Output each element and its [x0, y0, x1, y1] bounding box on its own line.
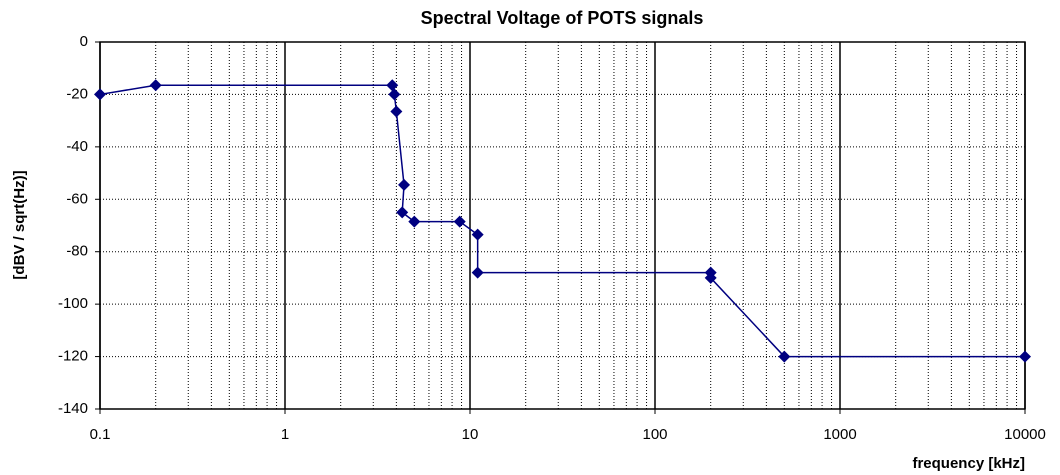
data-point [390, 105, 403, 118]
y-tick-label: -140 [58, 400, 88, 417]
data-point [149, 79, 162, 92]
y-tick-label: -120 [58, 348, 88, 365]
data-point [471, 266, 484, 279]
x-tick-label: 0.1 [90, 426, 111, 443]
x-axis-title: frequency [kHz] [912, 455, 1025, 472]
data-point [704, 271, 717, 284]
plot-border [99, 41, 1026, 410]
x-tick-label: 100 [642, 426, 667, 443]
y-tick-label: -80 [66, 243, 88, 260]
data-point [1019, 350, 1031, 363]
y-tick-label: -20 [66, 85, 88, 102]
y-tick-label: 0 [80, 33, 88, 50]
y-tick-label: -40 [66, 138, 88, 155]
data-point [388, 88, 401, 101]
data-point [94, 88, 106, 101]
chart-title: Spectral Voltage of POTS signals [421, 8, 704, 28]
x-tick-label: 1000 [823, 426, 856, 443]
data-point [386, 79, 399, 92]
y-tick-label: -60 [66, 190, 88, 207]
y-axis-title: [dBV / sqrt(Hz)] [11, 170, 28, 279]
y-tick-label: -100 [58, 295, 88, 312]
data-point [408, 215, 421, 228]
data-point [471, 228, 484, 241]
x-tick-label: 10 [462, 426, 479, 443]
x-tick-label: 10000 [1004, 426, 1046, 443]
data-point [453, 215, 466, 228]
x-tick-label: 1 [281, 426, 289, 443]
data-point [778, 350, 791, 363]
plot-background [100, 42, 1025, 409]
data-point [396, 206, 409, 219]
data-point [398, 178, 411, 191]
